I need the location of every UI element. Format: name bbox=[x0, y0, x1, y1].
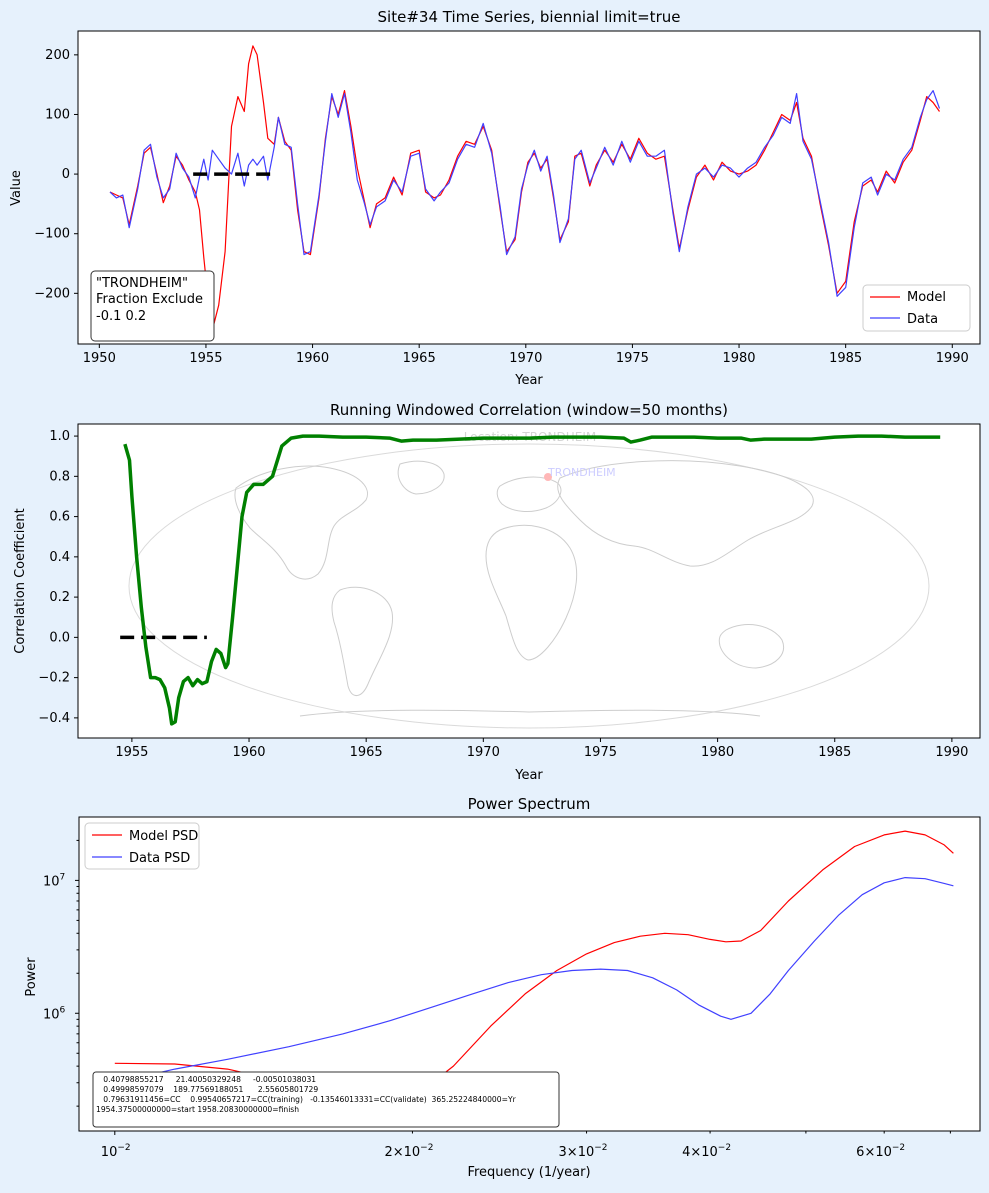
time-series-plot-frame bbox=[77, 30, 981, 345]
map-marker-label: TRONDHEIM bbox=[547, 466, 616, 479]
map-europe bbox=[496, 476, 562, 512]
time-series-xlabel: Year bbox=[514, 373, 543, 388]
legend-data-label: Data bbox=[907, 312, 938, 327]
x-tick-label: 1980 bbox=[722, 351, 755, 366]
info-box-line-3: -0.1 0.2 bbox=[96, 309, 146, 324]
correlation-ylabel: Correlation Coefficient bbox=[13, 508, 28, 654]
y-tick-label: −0.4 bbox=[38, 711, 70, 726]
info-box-line-1: "TRONDHEIM" bbox=[96, 276, 188, 291]
x-minor-tick-label: 6×10−2 bbox=[856, 1143, 905, 1160]
y-tick-label: 0.6 bbox=[49, 510, 70, 525]
time-series-chart: Site#34 Time Series, biennial limit=true… bbox=[9, 8, 981, 388]
x-tick-label: 1950 bbox=[83, 351, 116, 366]
power-spectrum-ylabel: Power bbox=[24, 957, 39, 997]
y-tick-label: −0.2 bbox=[38, 671, 70, 686]
psd-info-frame bbox=[92, 1071, 560, 1128]
psd-line-data bbox=[114, 877, 954, 1084]
correlation-chart: Running Windowed Correlation (window=50 … bbox=[13, 401, 981, 783]
correlation-series-line bbox=[123, 434, 941, 726]
correlation-ticks: 1955 1960 1965 1970 1975 1980 1985 1990 −0.4 −0.2… bbox=[38, 429, 968, 760]
correlation-title: Running Windowed Correlation (window=50 … bbox=[330, 401, 728, 419]
time-series-info-box: "TRONDHEIM" Fraction Exclude -0.1 0.2 bbox=[90, 270, 215, 342]
y-tick-label: −200 bbox=[34, 286, 70, 301]
map-antarctica bbox=[299, 709, 761, 717]
x-tick-label: 1985 bbox=[829, 351, 862, 366]
x-minor-tick-label: 4×10−2 bbox=[682, 1143, 731, 1160]
y-tick-label: 0.2 bbox=[49, 590, 70, 605]
info-box-frame bbox=[90, 270, 215, 342]
x-minor-tick-label: 3×10−2 bbox=[559, 1143, 608, 1160]
power-spectrum-legend: Model PSD Data PSD bbox=[84, 822, 200, 870]
map-south-america bbox=[331, 586, 394, 696]
legend-model-label: Model bbox=[907, 290, 946, 305]
x-tick-label: 1975 bbox=[616, 351, 649, 366]
y-tick-label: 107 bbox=[43, 872, 65, 889]
x-tick-label: 1960 bbox=[232, 745, 265, 760]
map-site-marker bbox=[544, 473, 552, 481]
psd-info-line-2: 0.49998597079 189.77569188051 2.55605801… bbox=[96, 1085, 318, 1094]
y-tick-label: −100 bbox=[34, 227, 70, 242]
x-minor-tick-label: 2×10−2 bbox=[384, 1143, 433, 1160]
power-spectrum-xlabel: Frequency (1/year) bbox=[467, 1165, 590, 1180]
correlation-plot-frame bbox=[77, 423, 981, 739]
correlation-lines bbox=[120, 434, 941, 726]
x-tick-label: 1990 bbox=[936, 351, 969, 366]
x-tick-label: 1985 bbox=[818, 745, 851, 760]
y-tick-label: 200 bbox=[45, 48, 70, 63]
x-tick-label: 10−2 bbox=[101, 1143, 131, 1160]
y-tick-label: 0.8 bbox=[49, 469, 70, 484]
series-line-data bbox=[109, 90, 941, 297]
time-series-ylabel: Value bbox=[9, 170, 24, 206]
correlation-xlabel: Year bbox=[514, 768, 543, 783]
x-tick-label: 1960 bbox=[296, 351, 329, 366]
map-globe-outline bbox=[128, 443, 930, 729]
psd-info-line-1: 0.40798855217 21.40050329248 -0.00501038… bbox=[96, 1075, 316, 1084]
x-tick-label: 1965 bbox=[403, 351, 436, 366]
power-spectrum-chart: Power Spectrum 10−2 2×10−2 3×10−2 4×10−2 6×1… bbox=[24, 795, 981, 1180]
time-series-title: Site#34 Time Series, biennial limit=true bbox=[378, 8, 681, 26]
correlation-plot-area bbox=[78, 424, 980, 738]
y-tick-label: 0 bbox=[62, 167, 70, 182]
map-australia bbox=[718, 624, 784, 669]
power-spectrum-plot-frame bbox=[78, 816, 981, 1132]
time-series-legend: Model Data bbox=[862, 284, 971, 332]
time-series-ticks: 1950 1955 1960 1965 1970 1975 1980 1985 1990 −200… bbox=[34, 48, 969, 366]
x-tick-label: 1980 bbox=[701, 745, 734, 760]
psd-legend-data-label: Data PSD bbox=[129, 851, 190, 866]
map-north-america bbox=[234, 465, 368, 580]
x-tick-label: 1970 bbox=[467, 745, 500, 760]
world-map-background: Location: TRONDHEIM TRONDHEIM bbox=[128, 430, 930, 729]
psd-legend-model-label: Model PSD bbox=[129, 829, 198, 844]
y-tick-label: 0.0 bbox=[49, 630, 70, 645]
y-tick-label: 0.4 bbox=[49, 550, 70, 565]
map-asia bbox=[557, 460, 814, 567]
x-tick-label: 1975 bbox=[584, 745, 617, 760]
y-tick-label: 106 bbox=[43, 1005, 66, 1022]
psd-info-line-4: 1954.37500000000=start 1958.20830000000=… bbox=[96, 1105, 299, 1114]
psd-info-line-3: 0.79631911456=CC 0.99540657217=CC(traini… bbox=[96, 1095, 517, 1104]
time-series-lines bbox=[109, 45, 941, 331]
x-tick-label: 1955 bbox=[189, 351, 222, 366]
x-tick-label: 1970 bbox=[509, 351, 542, 366]
map-greenland bbox=[397, 460, 445, 495]
map-africa bbox=[485, 524, 578, 661]
x-tick-label: 1990 bbox=[935, 745, 968, 760]
x-tick-label: 1965 bbox=[350, 745, 383, 760]
y-tick-label: 1.0 bbox=[49, 429, 70, 444]
y-tick-label: 100 bbox=[45, 107, 70, 122]
power-spectrum-title: Power Spectrum bbox=[468, 795, 591, 813]
info-box-line-2: Fraction Exclude bbox=[96, 292, 203, 307]
power-spectrum-info-box: 0.40798855217 21.40050329248 -0.00501038… bbox=[92, 1071, 560, 1128]
x-tick-label: 1955 bbox=[115, 745, 148, 760]
